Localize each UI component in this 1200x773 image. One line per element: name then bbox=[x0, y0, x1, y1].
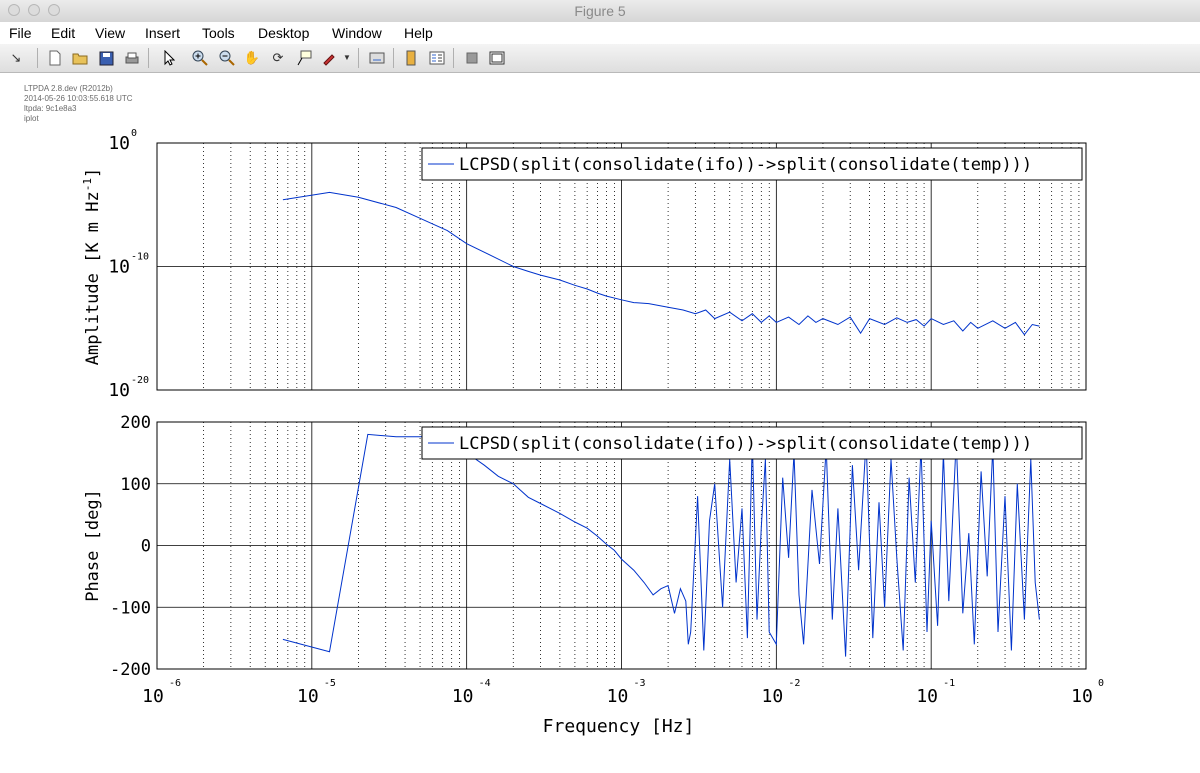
y-tick-label: 0 bbox=[141, 537, 151, 557]
select-arrow-icon[interactable] bbox=[160, 49, 178, 67]
menu-window[interactable]: Window bbox=[332, 25, 382, 41]
legend: LCPSD(split(consolidate(ifo))->split(con… bbox=[421, 147, 1083, 181]
data-cursor-icon[interactable] bbox=[295, 49, 313, 67]
menu-file[interactable]: File bbox=[9, 25, 32, 41]
phase-series-line bbox=[282, 433, 1040, 657]
legend-box bbox=[421, 147, 1083, 181]
y-tick-label: 10 bbox=[108, 133, 130, 154]
y-axis-label: Phase [deg] bbox=[83, 489, 103, 602]
toolbar-separator bbox=[358, 48, 359, 68]
legend-label: LCPSD(split(consolidate(ifo))->split(con… bbox=[459, 434, 1032, 454]
zoom-out-icon[interactable] bbox=[218, 49, 236, 67]
y-tick-exponent: -20 bbox=[131, 375, 149, 386]
x-tick-exponent: -4 bbox=[479, 678, 491, 689]
window-title: Figure 5 bbox=[574, 3, 626, 19]
rotate-3d-icon[interactable]: ⟳ bbox=[272, 50, 284, 65]
brush-icon[interactable] bbox=[320, 49, 338, 67]
legend-label: LCPSD(split(consolidate(ifo))->split(con… bbox=[459, 155, 1032, 175]
x-tick-exponent: 0 bbox=[1098, 678, 1104, 689]
x-tick-label: 10 bbox=[916, 686, 938, 707]
y-tick-exponent: -10 bbox=[131, 252, 149, 263]
y-tick-label: 100 bbox=[120, 475, 151, 495]
x-tick-label: 10 bbox=[1071, 686, 1093, 707]
x-tick-exponent: -2 bbox=[788, 678, 800, 689]
link-plot-icon[interactable] bbox=[368, 49, 386, 67]
toolbar-separator bbox=[148, 48, 149, 68]
x-tick-label: 10 bbox=[297, 686, 319, 707]
menu-bar: File Edit View Insert Tools Desktop Wind… bbox=[0, 22, 1200, 45]
menu-desktop[interactable]: Desktop bbox=[258, 25, 310, 41]
axes-frame bbox=[156, 142, 1087, 391]
x-axis-label: Frequency [Hz] bbox=[543, 716, 695, 737]
y-tick-exponent: 0 bbox=[131, 128, 137, 139]
close-window-button[interactable] bbox=[8, 4, 20, 16]
pan-hand-icon[interactable]: ✋ bbox=[243, 50, 261, 65]
x-tick-exponent: -3 bbox=[634, 678, 646, 689]
brush-dropdown-icon[interactable]: ▼ bbox=[343, 53, 351, 62]
menu-help[interactable]: Help bbox=[404, 25, 433, 41]
y-axis-label: Amplitude [K m Hz-1] bbox=[81, 168, 103, 366]
x-tick-label: 10 bbox=[142, 686, 164, 707]
minimize-window-button[interactable] bbox=[28, 4, 40, 16]
plot-metadata: LTPDA 2.8.dev (R2012b) 2014-05-26 10:03:… bbox=[24, 84, 133, 124]
x-tick-exponent: -1 bbox=[943, 678, 955, 689]
x-tick-label: 10 bbox=[452, 686, 474, 707]
figure-toolbar: ↘ ✋ ⟳ ▼ bbox=[0, 44, 1200, 73]
toolbar-separator bbox=[453, 48, 454, 68]
x-tick-exponent: -6 bbox=[169, 678, 181, 689]
print-icon[interactable] bbox=[123, 49, 141, 67]
y-tick-label: 10 bbox=[108, 257, 130, 278]
menu-tools[interactable]: Tools bbox=[202, 25, 235, 41]
toolbar-separator bbox=[393, 48, 394, 68]
menu-edit[interactable]: Edit bbox=[51, 25, 76, 41]
dock-arrow-icon[interactable]: ↘ bbox=[10, 50, 22, 65]
legend-box bbox=[421, 426, 1083, 460]
metadata-timestamp: 2014-05-26 10:03:55.618 UTC bbox=[24, 94, 133, 103]
new-figure-icon[interactable] bbox=[46, 49, 64, 67]
zoom-in-icon[interactable] bbox=[191, 49, 209, 67]
legend: LCPSD(split(consolidate(ifo))->split(con… bbox=[421, 426, 1083, 460]
y-tick-label: -200 bbox=[110, 660, 151, 680]
amplitude-series-line bbox=[282, 191, 1040, 336]
x-tick-label: 10 bbox=[761, 686, 783, 707]
metadata-function: iplot bbox=[24, 114, 39, 123]
zoom-window-button[interactable] bbox=[48, 4, 60, 16]
x-tick-exponent: -5 bbox=[324, 678, 336, 689]
hide-plot-tools-icon[interactable] bbox=[463, 49, 481, 67]
y-tick-label: 200 bbox=[120, 413, 151, 433]
colorbar-icon[interactable] bbox=[402, 49, 420, 67]
y-tick-label: -100 bbox=[110, 598, 151, 618]
y-tick-label: 10 bbox=[108, 380, 130, 401]
x-tick-label: 10 bbox=[607, 686, 629, 707]
legend-icon[interactable] bbox=[428, 49, 446, 67]
open-file-icon[interactable] bbox=[71, 49, 89, 67]
save-icon[interactable] bbox=[97, 49, 115, 67]
show-plot-tools-icon[interactable] bbox=[488, 49, 506, 67]
toolbar-separator bbox=[37, 48, 38, 68]
axes-frame bbox=[156, 421, 1087, 670]
metadata-version: LTPDA 2.8.dev (R2012b) bbox=[24, 84, 113, 93]
menu-insert[interactable]: Insert bbox=[145, 25, 181, 41]
menu-view[interactable]: View bbox=[95, 25, 126, 41]
metadata-hash: ltpda: 9c1e8a3 bbox=[24, 104, 77, 113]
